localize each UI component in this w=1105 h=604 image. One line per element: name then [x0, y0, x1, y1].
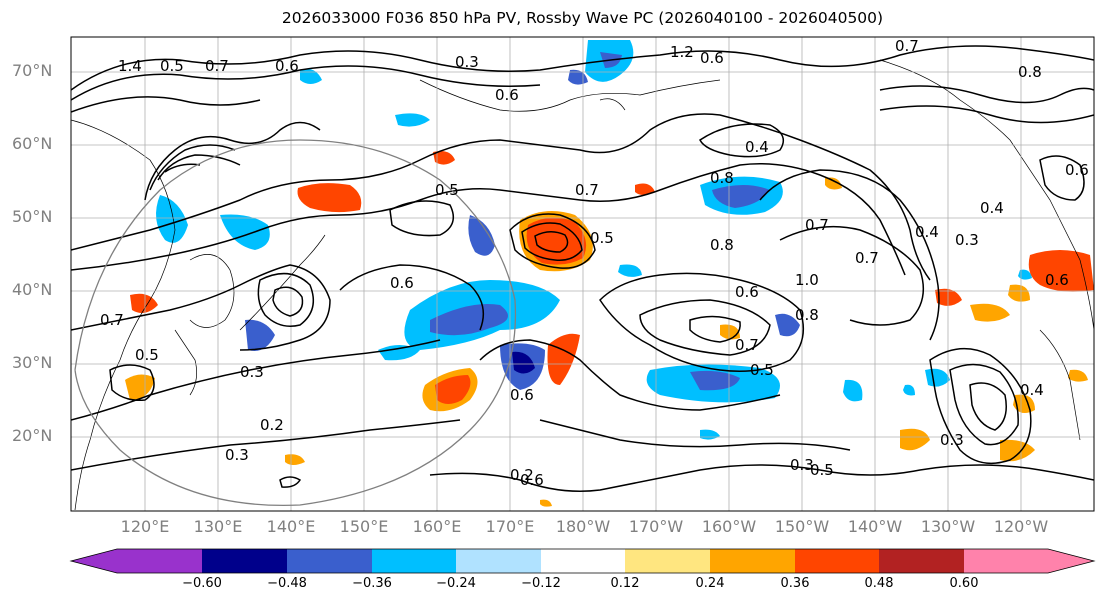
colorbar-tick: −0.24 — [436, 576, 476, 591]
contour-label: 0.8 — [710, 236, 734, 254]
lon-label-160w: 160°W — [701, 517, 757, 536]
lon-label-150e: 150°E — [339, 517, 389, 536]
contour-label: 0.7 — [895, 37, 919, 55]
contour-label: 0.6 — [520, 471, 544, 489]
contour-label: 0.6 — [510, 386, 534, 404]
contour-label: 0.5 — [590, 229, 614, 247]
pv-contours — [71, 45, 1094, 492]
contour-label: 0.7 — [575, 181, 599, 199]
contour-label: 0.5 — [435, 181, 459, 199]
contour-label: 0.3 — [225, 446, 249, 464]
contour-label: 0.6 — [1045, 271, 1069, 289]
contour-label: 0.6 — [495, 86, 519, 104]
contour-label: 0.3 — [940, 431, 964, 449]
coastlines — [71, 59, 1094, 511]
contour-label: 0.6 — [275, 57, 299, 75]
contour-label: 0.3 — [955, 231, 979, 249]
lon-label-140e: 140°E — [266, 517, 316, 536]
colorbar-tick: 0.36 — [780, 576, 810, 591]
lon-label-130w: 130°W — [920, 517, 976, 536]
contour-label: 0.6 — [700, 49, 724, 67]
contour-label: 1.2 — [670, 43, 694, 61]
colorbar-tick: 0.60 — [949, 576, 979, 591]
contour-label: 1.0 — [795, 271, 819, 289]
colorbar-tick: −0.60 — [182, 576, 222, 591]
lat-label-70n: 70°N — [12, 61, 53, 80]
contour-label: 0.7 — [205, 57, 229, 75]
map-frame — [70, 36, 1095, 512]
colorbar — [69, 548, 1096, 574]
colorbar-tick: 0.24 — [695, 576, 725, 591]
contour-label: 0.4 — [745, 138, 769, 156]
colorbar-tick: 0.12 — [610, 576, 640, 591]
lon-label-170e: 170°E — [485, 517, 535, 536]
contour-label: 0.6 — [735, 283, 759, 301]
contour-label: 0.5 — [135, 346, 159, 364]
lon-label-180w: 180°W — [555, 517, 611, 536]
contour-label: 1.4 — [118, 57, 142, 75]
contour-label: 0.3 — [790, 456, 814, 474]
contour-label: 0.8 — [1018, 63, 1042, 81]
reference-circle — [74, 139, 517, 507]
contour-label: 0.4 — [980, 199, 1004, 217]
lat-label-50n: 50°N — [12, 207, 53, 226]
contour-label: 0.4 — [1020, 381, 1044, 399]
colorbar-tick: −0.12 — [521, 576, 561, 591]
lat-label-20n: 20°N — [12, 426, 53, 445]
contour-label: 0.6 — [1065, 161, 1089, 179]
lon-label-170w: 170°W — [628, 517, 684, 536]
contour-label: 0.5 — [810, 461, 834, 479]
lon-label-160e: 160°E — [412, 517, 462, 536]
contour-label: 0.2 — [510, 466, 534, 484]
lon-label-130e: 130°E — [193, 517, 243, 536]
contour-label: 0.7 — [805, 216, 829, 234]
lon-label-140w: 140°W — [847, 517, 903, 536]
contour-label: 0.5 — [160, 57, 184, 75]
lon-label-120e: 120°E — [120, 517, 170, 536]
lon-label-150w: 150°W — [774, 517, 830, 536]
contour-label: 0.3 — [455, 53, 479, 71]
pv-anomaly-shading — [125, 40, 1094, 507]
contour-label: 0.5 — [750, 361, 774, 379]
contour-label: 0.7 — [735, 336, 759, 354]
contour-label: 0.8 — [795, 306, 819, 324]
contour-label: 0.4 — [915, 223, 939, 241]
contour-label: 0.7 — [100, 311, 124, 329]
graticule — [71, 37, 1094, 511]
lat-label-40n: 40°N — [12, 280, 53, 299]
contour-label: 0.2 — [260, 416, 284, 434]
lat-label-30n: 30°N — [12, 353, 53, 372]
lon-label-120w: 120°W — [993, 517, 1049, 536]
colorbar-tick: −0.48 — [267, 576, 307, 591]
contour-label: 0.7 — [855, 249, 879, 267]
contour-label: 0.8 — [710, 169, 734, 187]
contour-label: 0.3 — [240, 363, 264, 381]
contour-label: 0.6 — [390, 274, 414, 292]
colorbar-tick: −0.36 — [352, 576, 392, 591]
plot-title: 2026033000 F036 850 hPa PV, Rossby Wave … — [281, 9, 884, 27]
colorbar-tick: 0.48 — [864, 576, 894, 591]
lat-label-60n: 60°N — [12, 134, 53, 153]
